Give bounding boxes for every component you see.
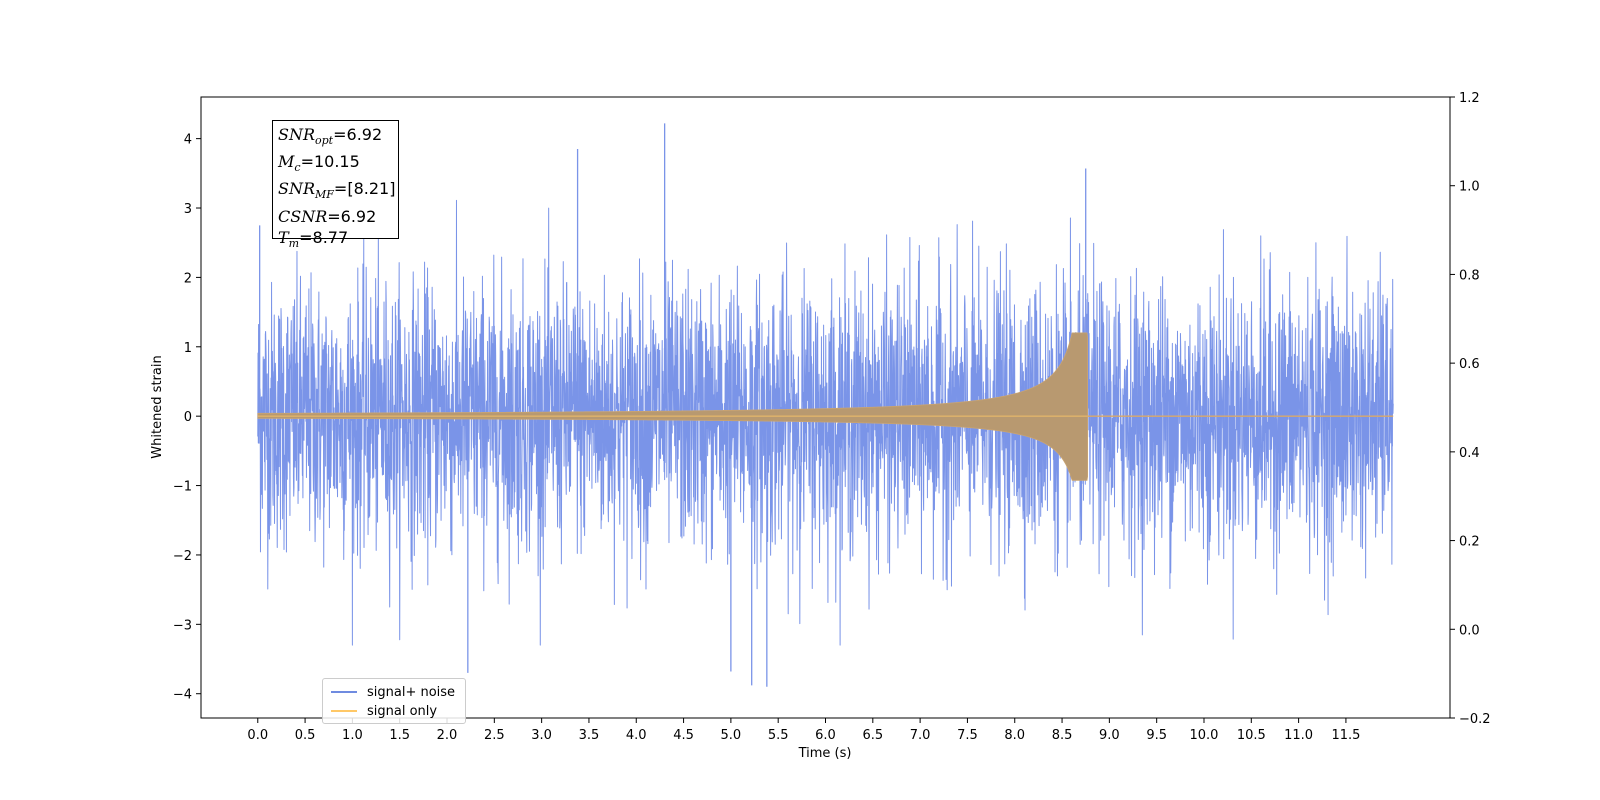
x-axis-label: Time (s) — [798, 746, 852, 761]
y-tick-label: 1 — [184, 341, 192, 356]
y-axis-right: 1.2 1.0 0.8 0.6 0.4 0.2 0.0 −0.2 — [1450, 91, 1491, 727]
legend-label-signal-noise: signal+ noise — [367, 684, 456, 700]
y-tick-label: 0 — [184, 410, 192, 425]
x-tick-label: 11.0 — [1284, 728, 1313, 743]
legend-label-signal-only: signal only — [367, 703, 438, 719]
x-tick-label: 7.5 — [957, 728, 978, 743]
x-tick-label: 0.5 — [295, 728, 316, 743]
x-tick-label: 8.0 — [1004, 728, 1025, 743]
y2-tick-label: 0.8 — [1459, 268, 1480, 283]
x-tick-label: 3.0 — [531, 728, 552, 743]
y2-tick-label: 0.2 — [1459, 535, 1480, 550]
x-tick-label: 3.5 — [579, 728, 600, 743]
x-axis: 0.0 0.5 1.0 1.5 2.0 2.5 3.0 3.5 4.0 4.5 5.0 5.5 6.0 6… — [247, 718, 1360, 743]
tm-line: Tm=8.77 — [278, 227, 349, 250]
legend-swatch-signal-noise — [331, 691, 357, 693]
stats-annotation-box: SNRopt=6.92 Mc=10.15 SNRMF=[8.21] CSNR=6… — [272, 120, 399, 250]
y2-tick-label: −0.2 — [1459, 712, 1491, 727]
x-tick-label: 2.5 — [484, 728, 505, 743]
y2-tick-label: 1.0 — [1459, 180, 1480, 195]
y-axis-label: Whitened strain — [150, 355, 165, 458]
x-tick-label: 10.5 — [1237, 728, 1266, 743]
x-tick-label: 6.0 — [815, 728, 836, 743]
legend-swatch-signal-only — [331, 710, 357, 712]
y2-tick-label: 0.4 — [1459, 446, 1480, 461]
x-tick-label: 8.5 — [1052, 728, 1073, 743]
y-tick-label: −4 — [173, 688, 192, 703]
legend-item-signal-only: signal only — [331, 702, 437, 720]
y2-tick-label: 0.6 — [1459, 357, 1480, 372]
x-tick-label: 5.5 — [768, 728, 789, 743]
signal-noise-line — [257, 199, 1394, 646]
x-tick-label: 10.0 — [1190, 728, 1219, 743]
signal-only-series — [257, 332, 1394, 481]
legend: signal+ noise signal only — [322, 678, 466, 724]
y-tick-label: −3 — [173, 618, 192, 633]
x-tick-label: 11.5 — [1331, 728, 1360, 743]
x-tick-label: 1.5 — [389, 728, 410, 743]
x-tick-label: 9.0 — [1099, 728, 1120, 743]
x-tick-label: 4.0 — [626, 728, 647, 743]
x-tick-label: 0.0 — [247, 728, 268, 743]
y-tick-label: 2 — [184, 271, 192, 286]
signal-noise-series — [257, 123, 1394, 687]
y2-tick-label: 0.0 — [1459, 623, 1480, 638]
y-axis-left: 4 3 2 1 0 −1 −2 −3 −4 — [173, 133, 201, 703]
x-tick-label: 7.0 — [910, 728, 931, 743]
snr-mf-line: SNRMF=[8.21] — [278, 179, 396, 202]
x-tick-label: 2.0 — [437, 728, 458, 743]
y2-tick-label: 1.2 — [1459, 91, 1480, 106]
x-tick-label: 1.0 — [342, 728, 363, 743]
x-tick-label: 6.5 — [862, 728, 883, 743]
y-tick-label: −1 — [173, 480, 192, 495]
x-tick-label: 9.5 — [1146, 728, 1167, 743]
y-tick-label: 4 — [184, 133, 192, 148]
x-tick-label: 4.5 — [673, 728, 694, 743]
y-tick-label: 3 — [184, 202, 192, 217]
x-tick-label: 5.0 — [721, 728, 742, 743]
mc-line: Mc=10.15 — [278, 152, 360, 175]
snr-opt-line: SNRopt=6.92 — [278, 125, 383, 148]
signal-only-envelope — [257, 332, 1088, 481]
y-tick-label: −2 — [173, 549, 192, 564]
csnr-line: CSNR=6.92 — [278, 206, 377, 226]
legend-item-signal-noise: signal+ noise — [331, 683, 455, 701]
